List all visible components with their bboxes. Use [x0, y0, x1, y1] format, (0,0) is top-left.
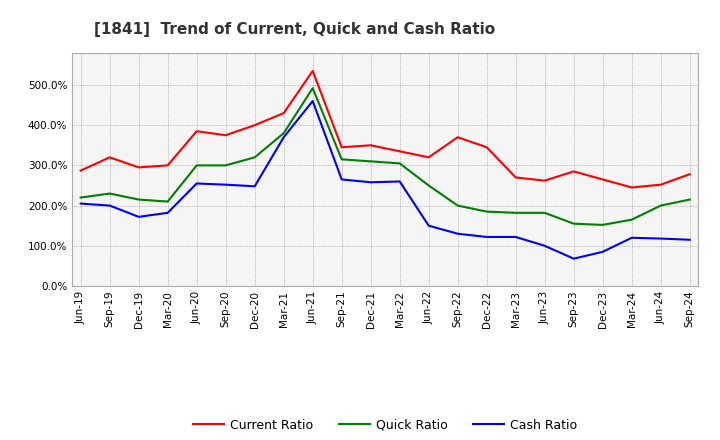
Cash Ratio [570, 256, 578, 261]
Current Ratio [657, 182, 665, 187]
Current Ratio [308, 68, 317, 73]
Cash Ratio [598, 249, 607, 254]
Current Ratio [163, 163, 172, 168]
Quick Ratio [685, 197, 694, 202]
Cash Ratio [105, 203, 114, 208]
Quick Ratio [482, 209, 491, 214]
Quick Ratio [338, 157, 346, 162]
Quick Ratio [511, 210, 520, 216]
Quick Ratio [424, 183, 433, 188]
Cash Ratio [627, 235, 636, 240]
Text: [1841]  Trend of Current, Quick and Cash Ratio: [1841] Trend of Current, Quick and Cash … [94, 22, 495, 37]
Quick Ratio [251, 155, 259, 160]
Cash Ratio [338, 177, 346, 182]
Cash Ratio [279, 135, 288, 140]
Quick Ratio [395, 161, 404, 166]
Cash Ratio [192, 181, 201, 186]
Cash Ratio [308, 99, 317, 104]
Current Ratio [338, 145, 346, 150]
Current Ratio [135, 165, 143, 170]
Current Ratio [541, 178, 549, 183]
Quick Ratio [657, 203, 665, 208]
Cash Ratio [541, 243, 549, 249]
Quick Ratio [627, 217, 636, 222]
Quick Ratio [192, 163, 201, 168]
Current Ratio [366, 143, 375, 148]
Current Ratio [192, 128, 201, 134]
Current Ratio [482, 145, 491, 150]
Quick Ratio [366, 159, 375, 164]
Line: Current Ratio: Current Ratio [81, 71, 690, 187]
Current Ratio [221, 132, 230, 138]
Cash Ratio [511, 235, 520, 240]
Quick Ratio [541, 210, 549, 216]
Current Ratio [511, 175, 520, 180]
Cash Ratio [135, 214, 143, 220]
Current Ratio [424, 155, 433, 160]
Quick Ratio [76, 195, 85, 200]
Quick Ratio [221, 163, 230, 168]
Quick Ratio [454, 203, 462, 208]
Quick Ratio [135, 197, 143, 202]
Cash Ratio [251, 183, 259, 189]
Legend: Current Ratio, Quick Ratio, Cash Ratio: Current Ratio, Quick Ratio, Cash Ratio [188, 414, 582, 436]
Current Ratio [105, 155, 114, 160]
Current Ratio [251, 122, 259, 128]
Current Ratio [454, 135, 462, 140]
Quick Ratio [570, 221, 578, 226]
Cash Ratio [366, 180, 375, 185]
Line: Cash Ratio: Cash Ratio [81, 101, 690, 259]
Cash Ratio [454, 231, 462, 236]
Line: Quick Ratio: Quick Ratio [81, 88, 690, 225]
Cash Ratio [395, 179, 404, 184]
Cash Ratio [482, 235, 491, 240]
Current Ratio [76, 168, 85, 173]
Cash Ratio [76, 201, 85, 206]
Quick Ratio [308, 85, 317, 91]
Current Ratio [570, 169, 578, 174]
Current Ratio [685, 172, 694, 177]
Cash Ratio [221, 182, 230, 187]
Current Ratio [627, 185, 636, 190]
Current Ratio [279, 110, 288, 116]
Quick Ratio [163, 199, 172, 204]
Cash Ratio [424, 223, 433, 228]
Cash Ratio [657, 236, 665, 241]
Quick Ratio [598, 222, 607, 227]
Quick Ratio [279, 131, 288, 136]
Quick Ratio [105, 191, 114, 196]
Cash Ratio [163, 210, 172, 216]
Cash Ratio [685, 237, 694, 242]
Current Ratio [598, 177, 607, 182]
Current Ratio [395, 149, 404, 154]
